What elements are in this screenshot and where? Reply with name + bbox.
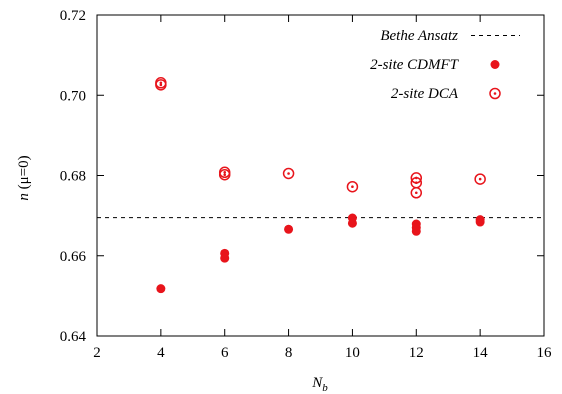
x-axis-label: Nb bbox=[311, 375, 328, 394]
y-axis-label: n (μ=0) bbox=[16, 155, 32, 200]
legend-swatch-cdmft bbox=[490, 60, 500, 69]
legend-label-bethe-ansatz: Bethe Ansatz bbox=[380, 28, 458, 44]
y-tick-label: 0.72 bbox=[60, 8, 86, 24]
x-tick-label: 14 bbox=[473, 345, 489, 361]
plot-frame bbox=[96, 14, 545, 337]
x-tick-label: 4 bbox=[157, 345, 165, 361]
x-axis-label-sub: b bbox=[322, 382, 328, 394]
dca-point bbox=[474, 173, 486, 185]
dca-point bbox=[282, 167, 295, 180]
y-tick-label: 0.66 bbox=[60, 249, 87, 265]
legend-marker-dca-dot bbox=[493, 92, 497, 95]
cdmft-point bbox=[475, 217, 485, 227]
x-axis-label-main: N bbox=[311, 375, 323, 391]
cdmft-point bbox=[284, 224, 294, 234]
y-tick-label: 0.68 bbox=[60, 169, 86, 185]
data-points bbox=[155, 77, 486, 294]
dca-point-dot bbox=[159, 83, 163, 87]
legend-marker-dca bbox=[489, 87, 501, 100]
axis-labels: 2 4 6 8 10 12 14 16 0.64 0.66 0.68 0.70 0.72 bbox=[60, 8, 552, 361]
y-axis-label-var: n bbox=[16, 193, 32, 201]
legend-label-cdmft: 2-site CDMFT bbox=[370, 57, 460, 73]
y-axis-label-rest: (μ=0) bbox=[16, 155, 32, 193]
x-tick-label: 8 bbox=[285, 345, 293, 361]
legend-label-dca: 2-site DCA bbox=[391, 86, 459, 102]
cdmft-point bbox=[156, 284, 166, 294]
x-tick-label: 16 bbox=[537, 345, 553, 361]
dca-point-dot bbox=[159, 81, 163, 85]
dca-point-dot bbox=[287, 172, 290, 175]
cdmft-point bbox=[411, 226, 421, 236]
dca-point bbox=[218, 168, 231, 181]
dca-point-dot bbox=[478, 177, 482, 181]
x-tick-label: 6 bbox=[221, 345, 229, 361]
cdmft-point bbox=[347, 218, 357, 228]
legend-swatch-dca bbox=[489, 87, 501, 100]
x-tick-label: 2 bbox=[93, 345, 101, 361]
x-tick-label: 12 bbox=[409, 345, 424, 361]
x-tick-label: 10 bbox=[345, 345, 360, 361]
dca-point-dot bbox=[223, 170, 227, 174]
y-tick-label: 0.70 bbox=[60, 88, 86, 104]
dca-point-dot bbox=[414, 181, 418, 185]
dca-point-dot bbox=[223, 173, 227, 176]
legend: Bethe Ansatz 2-site CDMFT 2-site DCA bbox=[370, 28, 520, 102]
dca-point bbox=[155, 79, 167, 91]
legend-marker-cdmft bbox=[490, 60, 500, 69]
dca-point bbox=[346, 180, 359, 193]
dca-point-dot bbox=[351, 185, 354, 189]
y-tick-label: 0.64 bbox=[60, 329, 87, 345]
cdmft-point bbox=[220, 253, 230, 263]
dca-point-dot bbox=[414, 191, 418, 195]
dca-point bbox=[410, 187, 423, 199]
